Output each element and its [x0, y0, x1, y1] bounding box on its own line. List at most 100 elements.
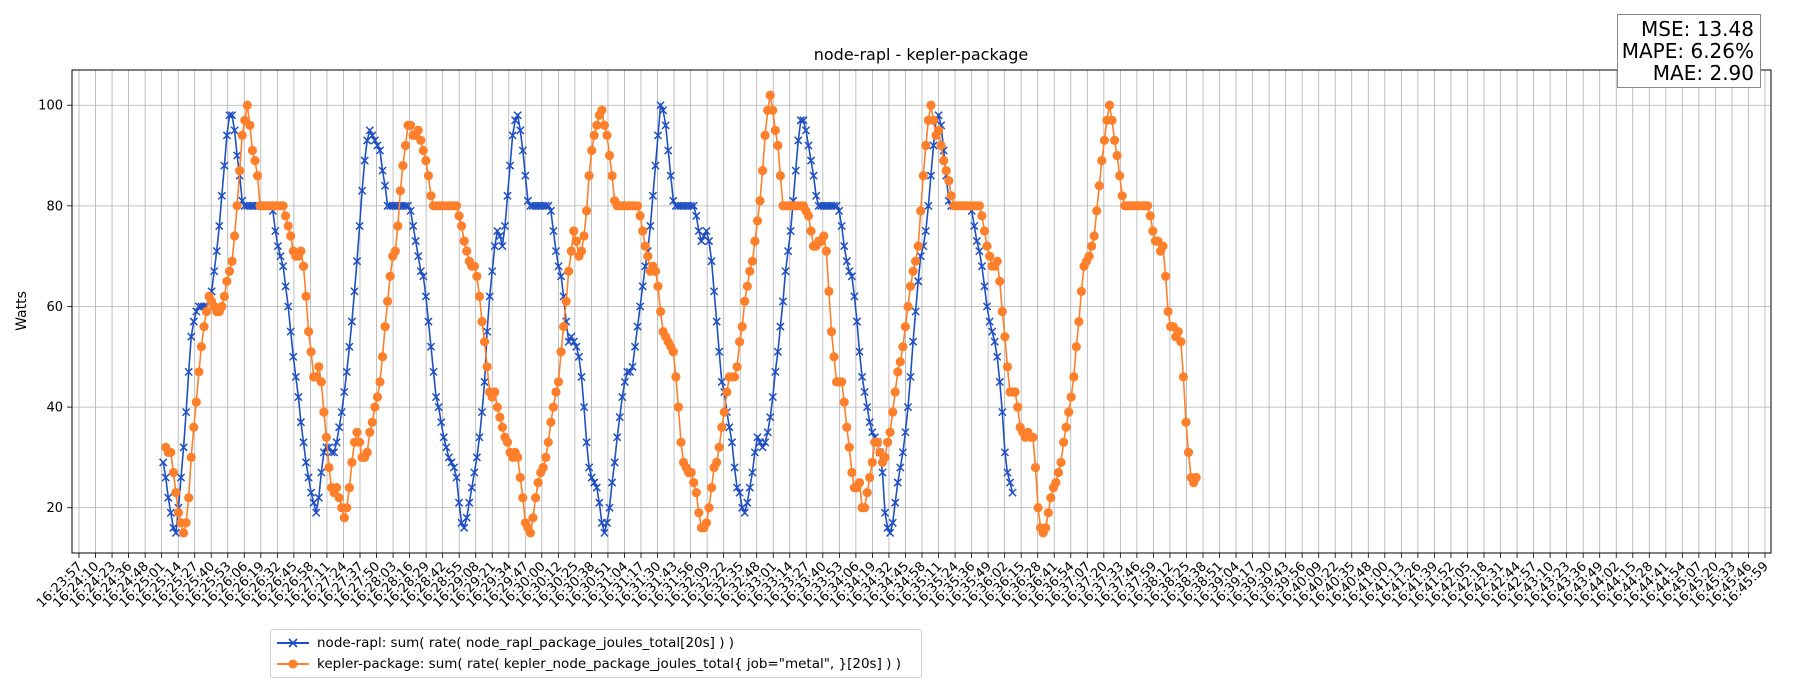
- node-rapl-point: [495, 231, 504, 241]
- kepler-package-point: [518, 493, 528, 503]
- kepler-package-point: [490, 387, 500, 397]
- kepler-package-point: [1110, 135, 1120, 145]
- node-rapl-point: [299, 438, 308, 447]
- node-rapl-point: [498, 241, 507, 251]
- node-rapl-point: [906, 372, 915, 382]
- kepler-package-point: [768, 105, 778, 115]
- kepler-package-point: [599, 120, 610, 130]
- kepler-package-point: [1053, 467, 1064, 478]
- kepler-package-point: [344, 483, 354, 493]
- kepler-package-point: [217, 301, 227, 312]
- node-rapl-point: [271, 226, 280, 236]
- node-rapl-point: [424, 317, 433, 326]
- kepler-package-point: [592, 120, 602, 130]
- node-rapl-point: [452, 473, 461, 482]
- legend: node-rapl: sum( rate( node_rapl_package_…: [270, 629, 922, 678]
- kepler-package-point: [673, 402, 684, 412]
- node-rapl-point: [615, 413, 624, 422]
- kepler-package-point: [862, 488, 872, 498]
- grid-lines: [72, 70, 1771, 553]
- node-rapl-point: [480, 377, 489, 387]
- node-rapl-point: [977, 262, 987, 271]
- kepler-package-point: [656, 306, 666, 317]
- kepler-package-point: [278, 201, 288, 211]
- node-rapl-point: [227, 111, 237, 120]
- kepler-package-point: [1092, 206, 1102, 216]
- kepler-package-point: [541, 452, 551, 462]
- kepler-package-point: [633, 201, 643, 211]
- node-rapl-point: [159, 458, 168, 467]
- kepler-package-point: [421, 156, 431, 166]
- kepler-package-point: [191, 397, 201, 407]
- kepler-package-point: [908, 266, 918, 276]
- node-rapl-point: [291, 372, 300, 382]
- kepler-package-point: [413, 125, 423, 135]
- node-rapl-point: [327, 448, 336, 457]
- kepler-package-point: [383, 296, 393, 306]
- node-rapl-point: [630, 342, 640, 351]
- kepler-package-point: [854, 478, 865, 488]
- node-rapl-point: [857, 372, 867, 382]
- kepler-package-point: [643, 251, 653, 261]
- node-rapl-point: [161, 473, 170, 482]
- kepler-package-point: [462, 246, 472, 256]
- node-rapl-point: [972, 236, 981, 246]
- node-rapl-point: [707, 257, 716, 266]
- node-rapl-point: [748, 468, 757, 477]
- node-rapl-point: [878, 468, 887, 477]
- kepler-package-point: [898, 342, 908, 352]
- kepler-package-point: [543, 437, 553, 447]
- node-rapl-point: [840, 241, 849, 251]
- y-tick-label: 40: [46, 401, 63, 416]
- kepler-package-point: [553, 377, 564, 387]
- node-rapl-point: [585, 463, 594, 472]
- kepler-package-point: [286, 231, 296, 241]
- legend-label-node-rapl: node-rapl: sum( rate( node_rapl_package_…: [317, 635, 735, 651]
- node-rapl-point: [993, 352, 1002, 361]
- node-rapl-point: [804, 141, 813, 150]
- kepler-package-point: [1061, 422, 1071, 432]
- node-rapl-point: [296, 418, 306, 427]
- mape-metric: MAPE: 6.26%: [1621, 39, 1754, 63]
- node-rapl-point: [855, 347, 864, 356]
- kepler-package-point: [546, 417, 556, 427]
- legend-item-node-rapl: node-rapl: sum( rate( node_rapl_package_…: [271, 633, 734, 653]
- node-rapl-point: [574, 352, 584, 361]
- kepler-package-point: [944, 176, 954, 186]
- kepler-package-point: [201, 306, 212, 317]
- node-rapl-point: [166, 508, 175, 517]
- node-rapl-point: [521, 171, 530, 180]
- kepler-package-point: [1074, 317, 1084, 327]
- y-tick-label: 60: [46, 300, 63, 315]
- node-rapl-point: [893, 478, 902, 487]
- node-rapl-point: [692, 211, 701, 221]
- kepler-package-point: [885, 427, 895, 437]
- kepler-package-point: [844, 442, 854, 452]
- kepler-package-point: [548, 402, 559, 412]
- kepler-package-point: [982, 241, 992, 251]
- node-rapl-point: [638, 282, 647, 291]
- kepler-package-point: [1097, 156, 1107, 166]
- kepler-package-point: [985, 251, 995, 261]
- node-rapl-point: [990, 337, 999, 346]
- node-rapl-point: [365, 126, 374, 135]
- mse-metric: MSE: 13.48: [1641, 17, 1754, 41]
- node-rapl-point: [544, 201, 553, 210]
- kepler-package-point: [332, 483, 342, 493]
- kepler-package-point: [826, 327, 837, 337]
- node-rapl-point: [929, 141, 938, 150]
- node-rapl-point: [294, 392, 303, 402]
- kepler-package-point: [992, 256, 1002, 266]
- node-rapl-point: [988, 327, 997, 336]
- kepler-package-point: [525, 528, 536, 538]
- node-rapl-point: [488, 267, 497, 276]
- node-rapl-point: [503, 191, 512, 200]
- kepler-package-point: [304, 327, 314, 337]
- mae-metric: MAE: 2.90: [1652, 61, 1754, 85]
- kepler-package-point: [196, 342, 206, 352]
- kepler-package-point: [918, 171, 928, 181]
- kepler-package-point: [640, 241, 650, 251]
- kepler-package-point: [579, 231, 589, 241]
- node-rapl-point: [740, 508, 749, 517]
- kepler-package-point: [1163, 306, 1173, 317]
